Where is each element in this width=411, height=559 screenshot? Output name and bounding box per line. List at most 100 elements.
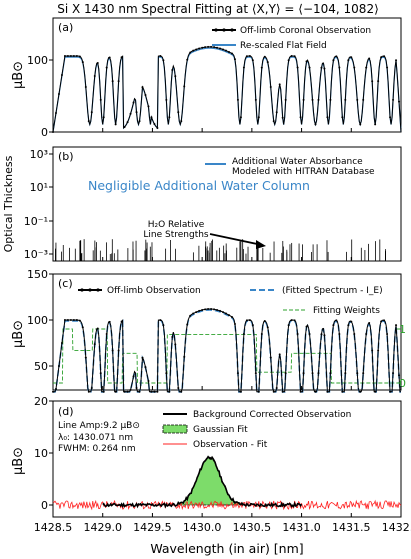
obs-point-c bbox=[150, 390, 153, 393]
obs-point-c bbox=[177, 386, 180, 389]
obs-point-a bbox=[168, 116, 171, 119]
obs-point-a bbox=[84, 86, 87, 89]
obs-point-a bbox=[314, 123, 317, 126]
panel-b: (b) Optical Thickness 10³ 10¹ 10⁻¹ 10⁻³ … bbox=[2, 146, 402, 262]
obs-point-a bbox=[389, 116, 392, 119]
obs-point-c bbox=[120, 320, 123, 323]
obs-point-a bbox=[293, 55, 296, 58]
obs-point-c bbox=[356, 372, 359, 375]
obs-point-a bbox=[332, 59, 335, 62]
obs-point-c bbox=[141, 356, 144, 359]
obs-point-c bbox=[350, 320, 353, 323]
obs-point-a bbox=[225, 49, 228, 52]
obs-point-c bbox=[81, 326, 84, 329]
obs-point-a bbox=[162, 59, 165, 62]
c-ytick-50: 50 bbox=[34, 360, 48, 373]
obs-point-a bbox=[266, 61, 269, 64]
obs-point-a bbox=[201, 46, 204, 49]
obs-point-a bbox=[326, 116, 329, 119]
obs-point-c bbox=[248, 319, 251, 322]
obs-point-c bbox=[230, 315, 233, 318]
b-ytick-1e3: 10³ bbox=[30, 148, 48, 161]
obs-point-c bbox=[374, 390, 377, 393]
legend-fitting-weights: Fitting Weights bbox=[313, 306, 380, 316]
obs-point-c bbox=[63, 319, 66, 321]
obs-point-c bbox=[380, 320, 383, 323]
obs-point-c bbox=[299, 390, 302, 393]
obs-point-a bbox=[207, 45, 210, 48]
c-ytick-right-1: 1 bbox=[399, 323, 406, 336]
obs-point-c bbox=[293, 319, 296, 322]
annotation-h2o-1: H₂O Relative bbox=[148, 220, 205, 230]
obs-point-a bbox=[230, 52, 233, 55]
obs-point-a bbox=[380, 56, 383, 59]
b-ytick-1e1: 10¹ bbox=[30, 181, 48, 194]
obs-point-a bbox=[344, 98, 347, 101]
obs-point-a bbox=[210, 45, 213, 48]
x-tick-label: 1429.5 bbox=[133, 521, 172, 534]
obs-point-c bbox=[227, 314, 230, 317]
obs-point-c bbox=[210, 308, 213, 311]
obs-point-a bbox=[278, 83, 281, 86]
obs-point-a bbox=[126, 121, 129, 124]
obs-point-c bbox=[153, 390, 156, 393]
d-ytick-10: 10 bbox=[34, 447, 48, 460]
x-tick-label: 1431.5 bbox=[332, 521, 371, 534]
obs-point-c bbox=[239, 390, 242, 393]
obs-point-a bbox=[341, 116, 344, 119]
obs-point-a bbox=[111, 80, 114, 83]
obs-point-a bbox=[263, 55, 266, 58]
obs-point-c bbox=[284, 372, 287, 375]
panel-d-label: (d) bbox=[58, 405, 74, 418]
figure-title: Si X 1430 nm Spectral Fitting at ⟨X,Y⟩ =… bbox=[57, 2, 379, 16]
obs-point-a bbox=[335, 55, 338, 58]
obs-point-a bbox=[93, 74, 96, 77]
obs-point-a bbox=[105, 66, 108, 69]
obs-point-c bbox=[377, 349, 380, 352]
obs-point-a bbox=[308, 66, 311, 69]
c-ytick-right-0: 0 bbox=[399, 377, 406, 390]
d-ytick-0: 0 bbox=[41, 499, 48, 512]
obs-point-a bbox=[114, 123, 117, 126]
obs-point-c bbox=[371, 349, 374, 352]
obs-point-c bbox=[317, 372, 320, 375]
obs-point-c bbox=[114, 390, 117, 393]
obs-point-a bbox=[72, 55, 75, 58]
b-ytick-1e-3: 10⁻³ bbox=[24, 248, 48, 261]
obs-point-a bbox=[284, 98, 287, 101]
obs-point-a bbox=[189, 51, 192, 54]
panel-c: (c) μB⊙ 50 100 150 0 1 Off-limb Observat… bbox=[11, 268, 406, 393]
obs-point-c bbox=[57, 365, 60, 367]
obs-point-a bbox=[311, 98, 314, 101]
obs-point-c bbox=[204, 308, 207, 311]
obs-point-c bbox=[183, 355, 186, 358]
a-ytick-0: 0 bbox=[41, 126, 48, 139]
obs-point-a bbox=[386, 66, 389, 69]
obs-point-a bbox=[245, 55, 248, 58]
x-tick-label: 1431.0 bbox=[282, 521, 321, 534]
obs-point-a bbox=[260, 66, 263, 69]
obs-point-a bbox=[60, 74, 63, 76]
obs-point-c bbox=[126, 390, 129, 393]
obs-point-c bbox=[129, 388, 132, 391]
obs-point-c bbox=[335, 319, 338, 322]
legend-flatfield: Re-scaled Flat Field bbox=[240, 41, 327, 51]
obs-point-a bbox=[75, 55, 78, 58]
obs-point-a bbox=[165, 98, 168, 101]
obs-point-c bbox=[362, 372, 365, 375]
obs-point-c bbox=[117, 349, 120, 352]
obs-point-a bbox=[132, 101, 135, 104]
obs-point-c bbox=[296, 332, 299, 335]
obs-point-a bbox=[317, 98, 320, 101]
obs-point-c bbox=[66, 319, 69, 321]
obs-point-a bbox=[87, 120, 90, 123]
obs-point-a bbox=[120, 56, 123, 59]
obs-point-a bbox=[138, 120, 141, 123]
background-corrected-line bbox=[102, 455, 303, 509]
obs-point-c bbox=[225, 312, 228, 315]
obs-point-a bbox=[290, 55, 293, 58]
obs-point-c bbox=[341, 390, 344, 393]
obs-point-c bbox=[216, 308, 219, 311]
obs-point-a bbox=[365, 66, 368, 69]
panel-c-label: (c) bbox=[58, 277, 73, 290]
